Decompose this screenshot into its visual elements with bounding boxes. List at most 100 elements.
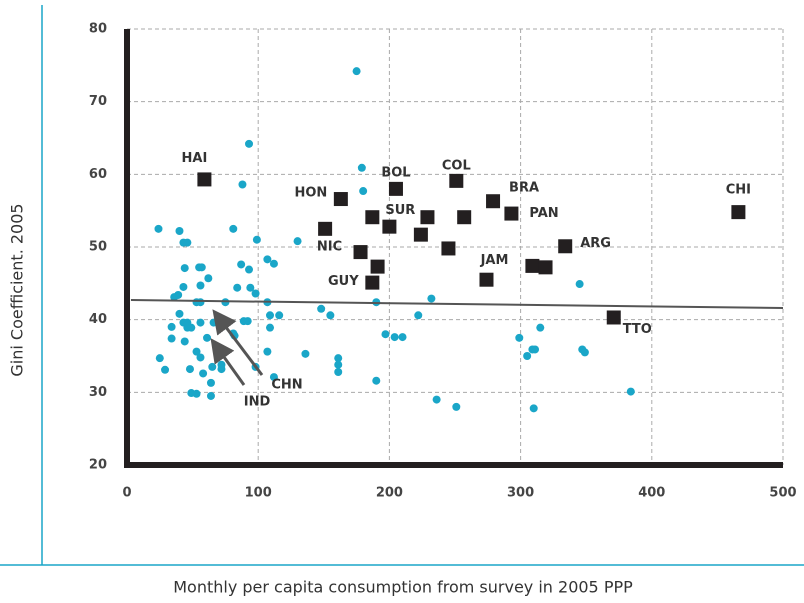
point — [167, 334, 176, 343]
point — [263, 347, 272, 356]
point — [196, 353, 205, 362]
point-label: CHI — [726, 183, 751, 198]
point — [536, 323, 545, 332]
point-label: BRA — [509, 181, 539, 196]
point-label: HON — [294, 186, 327, 201]
point — [175, 227, 184, 236]
x-tick-label: 400 — [638, 486, 665, 501]
point — [183, 238, 192, 247]
point — [269, 373, 278, 382]
labeled-point — [333, 192, 348, 207]
point — [372, 376, 381, 385]
point — [251, 289, 260, 298]
point — [246, 283, 255, 292]
point — [263, 255, 272, 264]
y-tick-label: 80 — [89, 22, 107, 37]
point — [531, 345, 540, 354]
point — [192, 389, 201, 398]
y-tick-label: 70 — [89, 94, 107, 109]
point — [229, 224, 238, 233]
labeled-point — [365, 275, 380, 290]
point — [206, 391, 215, 400]
point — [174, 290, 183, 299]
point — [381, 330, 390, 339]
labeled-point — [449, 173, 464, 188]
point — [452, 402, 461, 411]
point — [293, 237, 302, 246]
labeled-point — [318, 221, 333, 236]
labeled-point — [197, 172, 212, 187]
point-label: SUR — [385, 203, 415, 218]
point — [352, 67, 361, 76]
y-tick-label: 60 — [89, 167, 107, 182]
point — [359, 187, 368, 196]
point — [580, 348, 589, 357]
point — [334, 354, 343, 363]
point — [233, 283, 242, 292]
x-tick-label: 500 — [769, 486, 796, 501]
labeled-point — [353, 245, 368, 260]
annotation-arrow — [212, 309, 264, 376]
labeled-point — [558, 239, 573, 254]
labeled-point — [365, 210, 380, 225]
point — [427, 294, 436, 303]
point-label: PAN — [529, 206, 558, 221]
point — [203, 333, 212, 342]
point — [245, 265, 254, 274]
labeled-point — [479, 272, 494, 287]
point — [252, 235, 261, 244]
labeled-point — [486, 194, 501, 209]
labeled-point — [382, 219, 397, 234]
point — [180, 337, 189, 346]
point — [275, 311, 284, 320]
point — [301, 349, 310, 358]
point — [266, 323, 275, 332]
point-label: TTO — [623, 322, 652, 337]
point — [390, 333, 399, 342]
point — [523, 352, 532, 360]
x-axis-label: Monthly per capita consumption from surv… — [173, 578, 633, 597]
labeled-point — [413, 227, 428, 242]
annotation: IND — [244, 395, 271, 410]
point — [199, 369, 208, 378]
annotation: CHN — [271, 378, 302, 393]
labeled-point — [370, 259, 385, 274]
point — [217, 360, 226, 369]
point — [317, 304, 326, 313]
point — [515, 333, 524, 342]
x-tick-label: 300 — [507, 486, 534, 501]
point — [209, 318, 218, 327]
point — [414, 311, 423, 320]
point — [357, 163, 366, 172]
point — [187, 323, 196, 332]
labeled-point — [504, 206, 519, 221]
point — [204, 274, 213, 283]
labeled-point — [731, 205, 746, 220]
labeled-point — [457, 210, 472, 225]
point — [196, 298, 205, 307]
y-tick-label: 20 — [89, 458, 107, 473]
x-tick-label: 100 — [245, 486, 272, 501]
point — [208, 362, 217, 371]
point — [197, 263, 206, 272]
labeled-point — [441, 241, 456, 256]
trend-line — [130, 299, 784, 310]
point — [161, 365, 170, 374]
point — [155, 354, 164, 363]
point — [269, 259, 278, 268]
point — [179, 282, 188, 291]
point — [192, 347, 201, 356]
point — [196, 281, 205, 290]
point — [245, 139, 254, 148]
point-label: HAI — [182, 151, 208, 166]
point-label: NIC — [317, 240, 342, 255]
point — [243, 317, 252, 326]
point — [238, 180, 247, 189]
y-axis-label: Gini Coefficient. 2005 — [8, 203, 27, 376]
y-tick-label: 30 — [89, 385, 107, 400]
point-label: COL — [442, 158, 471, 173]
point-label: ARG — [580, 236, 611, 251]
x-tick-label: 200 — [376, 486, 403, 501]
point — [206, 378, 215, 387]
labeled-point — [388, 181, 403, 196]
